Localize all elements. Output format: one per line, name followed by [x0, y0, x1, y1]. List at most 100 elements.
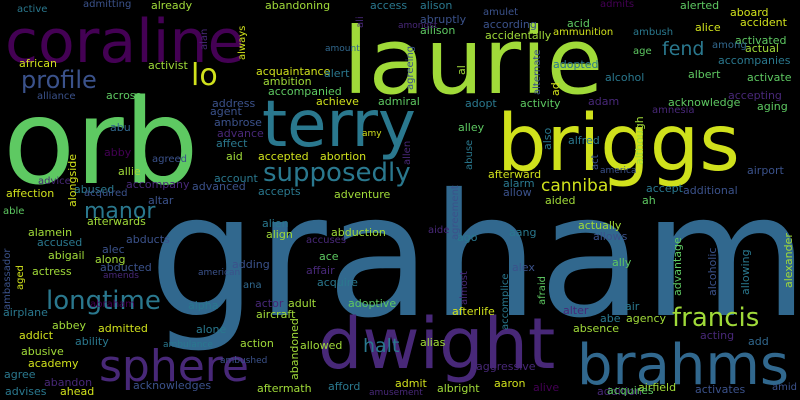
cloud-word: accompany [126, 178, 190, 191]
cloud-word: act [590, 154, 601, 170]
cloud-word: alpha [188, 299, 219, 312]
cloud-word: abandoning [265, 0, 331, 12]
cloud-word: abortion [320, 150, 367, 163]
cloud-word: accuses [306, 235, 347, 246]
cloud-word: accept [646, 182, 683, 195]
cloud-word: abbey [52, 319, 86, 332]
cloud-word: account [214, 172, 258, 185]
cloud-word: advantage [671, 237, 684, 296]
cloud-word: abducted [100, 261, 152, 274]
cloud-word: aide [428, 225, 450, 236]
cloud-word: admits [600, 0, 635, 10]
cloud-word: always [237, 25, 248, 60]
cloud-word: ali [355, 16, 366, 28]
cloud-word: allen [402, 140, 413, 165]
cloud-word: affection [6, 187, 55, 200]
cloud-word: ad [549, 82, 562, 96]
cloud-word: amends [103, 271, 139, 281]
cloud-word: brahms [577, 333, 790, 398]
cloud-word: francis [672, 303, 760, 333]
cloud-word: alley [458, 121, 485, 134]
cloud-word: allowing [739, 249, 752, 295]
cloud-word: alcoholic [706, 247, 719, 296]
cloud-word: agreed [152, 154, 188, 165]
cloud-word: adopted [553, 58, 599, 71]
cloud-word: alert [324, 67, 350, 80]
cloud-word: although [633, 116, 646, 165]
cloud-word: air [625, 300, 640, 313]
cloud-word: affair [306, 264, 335, 277]
cloud-word: abe [600, 312, 621, 325]
cloud-word: acquire [317, 276, 358, 289]
cloud-word: ambush [633, 27, 674, 38]
cloud-word: aggressive [476, 360, 536, 373]
cloud-word: agency [626, 312, 667, 325]
cloud-word: agreeing [405, 45, 416, 90]
cloud-word: afford [328, 380, 361, 393]
cloud-word: dwight [318, 303, 556, 385]
cloud-word: accepting [728, 89, 782, 102]
cloud-word: amy [362, 129, 382, 139]
cloud-word: absence [573, 322, 620, 335]
cloud-word: abandon [44, 376, 93, 389]
cloud-word: activate [747, 71, 792, 84]
cloud-word: adding [232, 258, 270, 271]
cloud-word: also [541, 127, 554, 150]
cloud-word: afterlife [452, 305, 495, 318]
cloud-word: aging [757, 100, 788, 113]
cloud-word: alec [102, 243, 125, 256]
cloud-word: abby [104, 146, 132, 159]
cloud-word: admitting [83, 0, 132, 10]
cloud-word: afterwards [87, 215, 146, 228]
cloud-word: allow [503, 186, 532, 199]
cloud-word: agree [4, 368, 36, 381]
cloud-word: add [748, 335, 769, 348]
cloud-word: accepts [258, 185, 301, 198]
cloud-word: longtime [46, 286, 161, 316]
cloud-word: halt [363, 335, 400, 357]
cloud-word: academy [28, 357, 79, 370]
cloud-word: amulet [483, 7, 519, 18]
cloud-word: ability [75, 335, 109, 348]
cloud-word: adopt [465, 97, 497, 110]
cloud-word: amid [772, 382, 797, 393]
cloud-word: acquired [84, 188, 128, 199]
cloud-word: alison [420, 0, 453, 12]
cloud-word: ago [457, 231, 478, 244]
cloud-word: advises [5, 385, 47, 398]
cloud-word: accompanied [268, 85, 342, 98]
cloud-word: admiral [378, 95, 420, 108]
cloud-word: aid [226, 150, 243, 163]
cloud-word: orb [3, 73, 199, 211]
cloud-word: altar [148, 194, 174, 207]
cloud-word: admitted [98, 322, 148, 335]
cloud-word: acting [700, 329, 735, 342]
cloud-word: allison [420, 24, 456, 37]
cloud-word: manor [84, 199, 156, 224]
cloud-word: albert [688, 68, 721, 81]
cloud-word: alice [695, 21, 721, 34]
cloud-word: acknowledges [133, 379, 212, 392]
cloud-word: additional [683, 184, 738, 197]
cloud-word: amnesia [652, 105, 695, 116]
cloud-word: achieve [316, 95, 359, 108]
cloud-word: albright [437, 382, 480, 395]
cloud-word: alter [563, 304, 589, 317]
cloud-word: agreement [450, 185, 461, 240]
cloud-word: profile [21, 66, 97, 94]
cloud-word: abu [110, 121, 131, 134]
cloud-word: aged [15, 265, 26, 290]
cloud-word: adoptive [348, 297, 397, 310]
cloud-word: afterward [488, 168, 542, 181]
cloud-word: across [106, 89, 142, 102]
cloud-word: agent [210, 105, 242, 118]
cloud-word: abigail [48, 249, 85, 262]
cloud-word: alias [420, 336, 446, 349]
cloud-word: acid [567, 17, 590, 30]
cloud-word: alcohol [605, 71, 645, 84]
cloud-word: actor [255, 297, 284, 310]
cloud-word: ally [612, 256, 632, 269]
cloud-word: abandoned [288, 318, 301, 380]
cloud-word: accepted [258, 150, 309, 163]
